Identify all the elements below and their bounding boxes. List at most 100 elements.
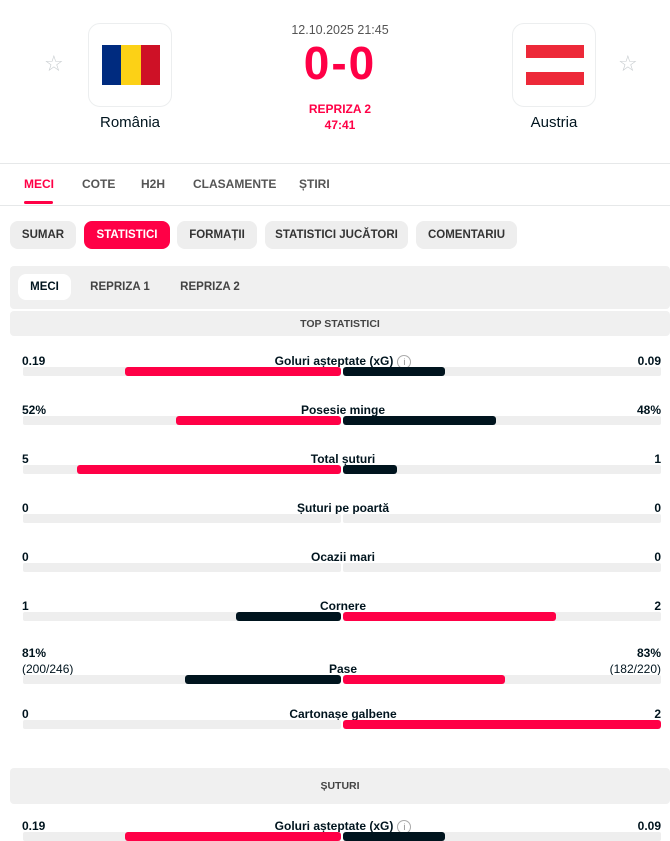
away-bar-fill — [343, 832, 445, 841]
away-bar-fill — [343, 465, 398, 474]
home-bar-track — [23, 416, 341, 425]
away-bar-track — [343, 832, 661, 841]
home-bar-fill — [185, 675, 341, 684]
home-bar-fill — [124, 832, 341, 841]
stat-away-detail: (182/220) — [609, 662, 661, 676]
stat-home-value: 0 — [22, 501, 29, 515]
stat-label: Pase — [160, 662, 526, 676]
divider — [0, 163, 670, 164]
stat-label: Ocazii mari — [160, 550, 526, 564]
home-team-name[interactable]: România — [99, 114, 161, 131]
section-tab-4[interactable]: COMENTARIU — [416, 221, 517, 249]
away-bar-track — [343, 465, 661, 474]
tab-știri[interactable]: ȘTIRI — [299, 177, 330, 191]
match-date: 12.10.2025 21:45 — [291, 23, 389, 37]
stat-home-value: 0 — [22, 550, 29, 564]
home-flag-stripe — [102, 45, 122, 85]
stat-home-detail: (200/246) — [22, 662, 74, 676]
home-bar-track — [23, 612, 341, 621]
away-bar-track — [343, 612, 661, 621]
section-tab-3[interactable]: STATISTICI JUCĂTORI — [265, 221, 408, 249]
tab-h2h[interactable]: H2H — [141, 177, 166, 191]
stat-away-value: 1 — [654, 452, 661, 466]
stat-home-value: 0.19 — [22, 354, 46, 368]
stat-home-value: 52% — [22, 403, 47, 417]
stat-label: Cartonașe galbene — [160, 707, 526, 721]
away-flag-stripe — [526, 71, 584, 85]
period-tab-2[interactable]: REPRIZA 2 — [180, 281, 240, 293]
away-bar-fill — [343, 675, 506, 684]
stat-home-value: 81% — [22, 646, 47, 660]
home-bar-track — [23, 675, 341, 684]
stat-label-text: Ocazii mari — [310, 550, 376, 564]
period-tabs-bar — [10, 266, 670, 309]
home-bar-track — [23, 514, 341, 523]
stat-away-value: 0 — [654, 550, 661, 564]
stat-label: Cornere — [160, 599, 526, 613]
home-bar-track — [23, 563, 341, 572]
stat-away-value: 0 — [654, 501, 661, 515]
section-header: ȘUTURI — [10, 768, 670, 804]
tab-cote[interactable]: COTE — [82, 177, 116, 191]
period-tab-0[interactable]: MECI — [18, 274, 71, 300]
away-bar-fill — [343, 416, 496, 425]
section-tab-1[interactable]: STATISTICI — [84, 221, 170, 249]
divider — [0, 205, 670, 206]
away-bar-track — [343, 514, 661, 523]
away-bar-track — [343, 416, 661, 425]
away-bar-fill — [343, 720, 661, 729]
home-bar-track — [23, 465, 341, 474]
home-bar-fill — [175, 416, 341, 425]
away-team-logo[interactable] — [512, 23, 596, 107]
home-team-logo[interactable] — [88, 23, 172, 107]
home-bar-track — [23, 367, 341, 376]
home-bar-fill — [77, 465, 341, 474]
away-bar-track — [343, 367, 661, 376]
away-flag-stripe — [526, 45, 584, 59]
favorite-away-star-icon[interactable]: ☆ — [618, 51, 638, 76]
match-period: REPRIZA 2 — [308, 102, 372, 116]
match-clock: 47:41 — [324, 118, 356, 132]
section-tab-2[interactable]: FORMAȚII — [177, 221, 257, 249]
stat-away-value: 0.09 — [637, 354, 661, 368]
stat-away-value: 2 — [654, 599, 661, 613]
stat-label-text: Total șuturi — [310, 452, 376, 466]
match-score: 0-0 — [303, 37, 377, 89]
stat-label-text: Goluri așteptate (xG) — [274, 354, 394, 368]
tab-meci[interactable]: MECI — [24, 177, 54, 191]
tab-clasamente[interactable]: CLASAMENTE — [193, 177, 277, 191]
home-bar-fill — [236, 612, 341, 621]
period-tab-1[interactable]: REPRIZA 1 — [90, 281, 150, 293]
stat-label: Șuturi pe poartă — [160, 501, 526, 515]
away-bar-track — [343, 675, 661, 684]
stat-away-value: 2 — [654, 707, 661, 721]
stat-away-value: 0.09 — [637, 819, 661, 833]
stat-label-text: Pase — [328, 662, 358, 676]
away-team-name[interactable]: Austria — [530, 114, 578, 131]
section-tab-0[interactable]: SUMAR — [10, 221, 76, 249]
stat-label-text: Posesie minge — [300, 403, 386, 417]
section-header: TOP STATISTICI — [10, 311, 670, 336]
stat-label-text: Șuturi pe poartă — [296, 501, 389, 515]
home-flag-stripe — [140, 45, 160, 85]
active-tab-indicator — [24, 201, 53, 204]
stat-label-text: Cornere — [319, 599, 366, 613]
stat-label: Total șuturi — [160, 452, 526, 466]
away-bar-fill — [343, 367, 445, 376]
home-bar-fill — [124, 367, 341, 376]
stat-home-value: 0.19 — [22, 819, 46, 833]
stat-home-value: 5 — [22, 452, 29, 466]
away-bar-track — [343, 563, 661, 572]
stat-label: Posesie minge — [160, 403, 526, 417]
away-flag-stripe — [526, 58, 584, 72]
home-bar-track — [23, 720, 341, 729]
stat-away-value: 83% — [636, 646, 661, 660]
stat-away-value: 48% — [636, 403, 661, 417]
favorite-home-star-icon[interactable]: ☆ — [44, 51, 64, 76]
away-bar-track — [343, 720, 661, 729]
stat-label-text: Goluri așteptate (xG) — [274, 819, 394, 833]
stat-label-text: Cartonașe galbene — [289, 707, 397, 721]
home-flag-stripe — [121, 45, 141, 85]
away-bar-fill — [343, 612, 557, 621]
home-bar-track — [23, 832, 341, 841]
